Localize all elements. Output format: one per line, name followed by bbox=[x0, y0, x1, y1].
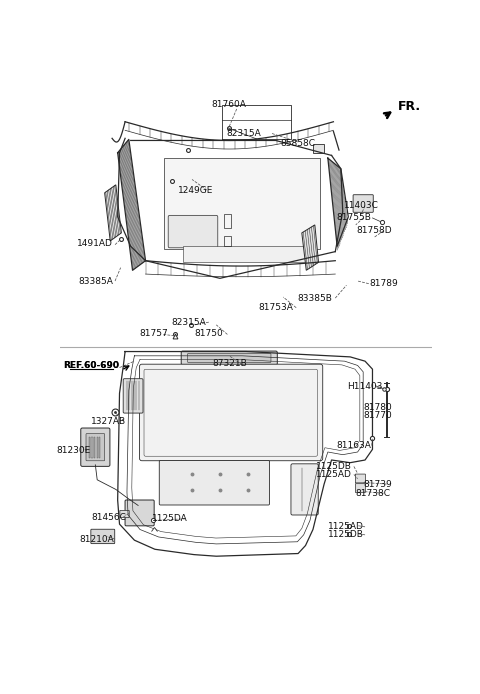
Text: 1125DB: 1125DB bbox=[328, 530, 364, 539]
FancyBboxPatch shape bbox=[140, 364, 323, 461]
Bar bbox=[224, 214, 231, 228]
Text: 81770: 81770 bbox=[364, 411, 393, 420]
Text: 83385B: 83385B bbox=[298, 294, 332, 303]
Text: 1491AD: 1491AD bbox=[77, 239, 113, 248]
Text: 81758D: 81758D bbox=[357, 226, 392, 235]
Text: 81750: 81750 bbox=[194, 330, 223, 339]
FancyBboxPatch shape bbox=[183, 246, 313, 262]
FancyBboxPatch shape bbox=[188, 353, 271, 362]
FancyBboxPatch shape bbox=[168, 215, 218, 248]
Text: 81757: 81757 bbox=[140, 330, 168, 339]
FancyBboxPatch shape bbox=[181, 351, 277, 365]
Polygon shape bbox=[105, 185, 121, 241]
Text: 1249GE: 1249GE bbox=[178, 186, 214, 194]
FancyBboxPatch shape bbox=[164, 158, 321, 249]
Bar bbox=[313, 144, 324, 153]
Text: 81760A: 81760A bbox=[212, 100, 247, 109]
FancyBboxPatch shape bbox=[86, 434, 105, 461]
FancyBboxPatch shape bbox=[291, 464, 318, 515]
Text: 81755B: 81755B bbox=[336, 214, 372, 223]
FancyBboxPatch shape bbox=[120, 510, 129, 518]
Bar bbox=[89, 437, 90, 459]
Text: 81456C: 81456C bbox=[91, 513, 126, 522]
Text: 1125DB: 1125DB bbox=[315, 462, 351, 471]
Text: 82315A: 82315A bbox=[227, 129, 262, 138]
Text: 81163A: 81163A bbox=[336, 441, 372, 450]
Bar bbox=[94, 437, 95, 459]
Bar bbox=[96, 437, 98, 459]
Text: 81789: 81789 bbox=[369, 279, 398, 288]
Text: 81230E: 81230E bbox=[56, 446, 90, 455]
FancyBboxPatch shape bbox=[91, 530, 115, 543]
Text: 1125DA: 1125DA bbox=[152, 514, 188, 523]
Text: 82315A: 82315A bbox=[171, 318, 206, 327]
Text: 85858C: 85858C bbox=[281, 139, 315, 148]
Text: 81753A: 81753A bbox=[258, 303, 293, 312]
Polygon shape bbox=[302, 225, 319, 271]
FancyBboxPatch shape bbox=[355, 474, 365, 483]
Text: 1125AD: 1125AD bbox=[328, 523, 364, 532]
FancyBboxPatch shape bbox=[123, 379, 143, 413]
FancyBboxPatch shape bbox=[81, 428, 110, 466]
FancyBboxPatch shape bbox=[125, 500, 154, 526]
Text: 1125AD: 1125AD bbox=[315, 470, 351, 479]
Bar bbox=[91, 437, 93, 459]
Bar bbox=[224, 235, 231, 246]
Text: 11403C: 11403C bbox=[344, 201, 379, 210]
Text: 83385A: 83385A bbox=[78, 276, 113, 285]
Text: 81210A: 81210A bbox=[79, 534, 114, 543]
Text: 81738C: 81738C bbox=[355, 489, 390, 498]
Bar bbox=[99, 437, 100, 459]
FancyBboxPatch shape bbox=[355, 484, 365, 493]
Text: 1327AB: 1327AB bbox=[91, 416, 126, 425]
Text: REF.60-690: REF.60-690 bbox=[64, 361, 120, 370]
Text: 81739: 81739 bbox=[364, 480, 393, 489]
FancyBboxPatch shape bbox=[353, 195, 373, 212]
Text: REF.60-690: REF.60-690 bbox=[64, 361, 120, 370]
Text: 87321B: 87321B bbox=[212, 359, 247, 369]
FancyBboxPatch shape bbox=[159, 460, 269, 505]
Text: 81780: 81780 bbox=[364, 403, 393, 412]
Text: H11403: H11403 bbox=[348, 382, 383, 391]
Text: FR.: FR. bbox=[398, 101, 421, 113]
